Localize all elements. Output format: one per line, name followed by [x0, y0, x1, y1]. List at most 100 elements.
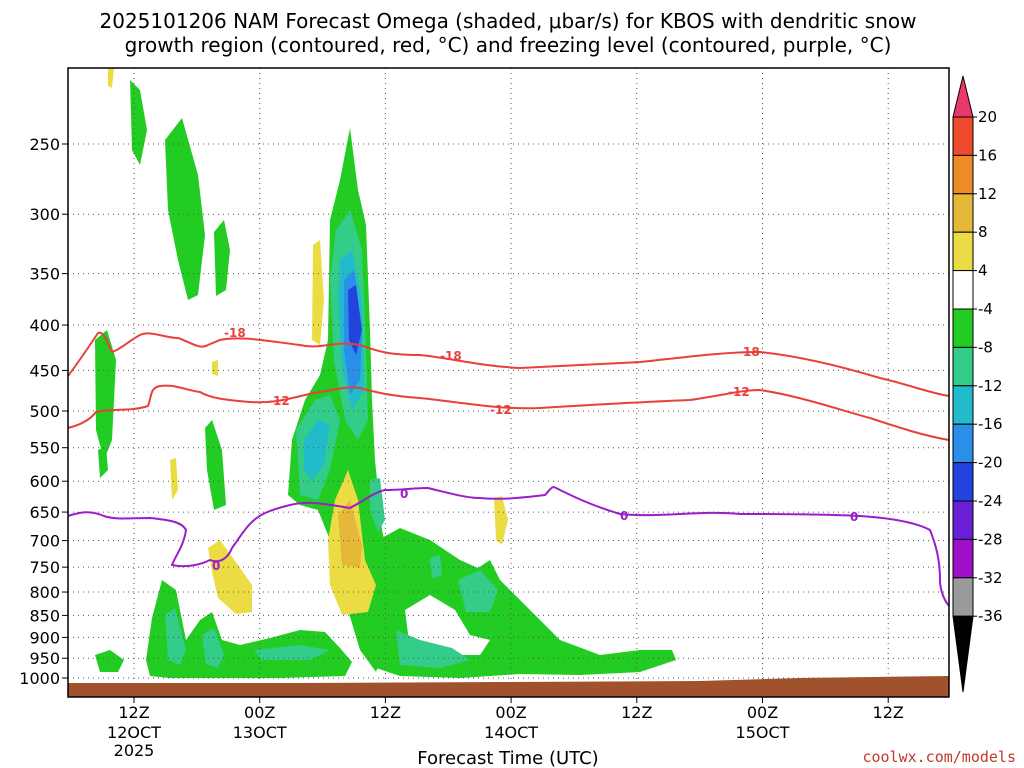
x-tick-date: 14OCT: [484, 723, 538, 742]
freezing-level-contours: [67, 486, 950, 607]
colorbar-segment: [952, 577, 974, 617]
x-tick-label: 00Z: [244, 703, 275, 722]
colorbar-label: -24: [978, 492, 1003, 510]
colorbar-segment: [952, 308, 974, 348]
omega-white-gap: [405, 595, 490, 655]
x-axis-label: Forecast Time (UTC): [417, 748, 598, 768]
omega-cyan-area: [304, 420, 330, 480]
y-tick-label: 400: [29, 316, 60, 335]
y-tick-label: 900: [29, 628, 60, 647]
omega-yellow-area: [170, 458, 178, 500]
colorbar-segment: [952, 270, 974, 310]
omega-yellow-area: [212, 360, 218, 376]
grid-lines: [68, 68, 949, 697]
contour-label-minus-12: -12: [268, 394, 290, 408]
colorbar-top-arrow: [952, 75, 974, 118]
y-tick-label: 600: [29, 472, 60, 491]
colorbar-label: 8: [978, 223, 988, 241]
contour-label-minus-18: -18: [738, 345, 760, 359]
colorbar-segment: [952, 423, 974, 464]
colorbar-segment: [952, 462, 974, 502]
contour-label-minus-18: -18: [224, 326, 246, 340]
plot-frame: [67, 67, 950, 698]
omega-gold-area: [338, 500, 362, 568]
y-tick-label: 1000: [19, 669, 60, 688]
x-tick-date: 15OCT: [736, 723, 790, 742]
omega-teal-area: [430, 555, 442, 578]
colorbar-label: -16: [978, 415, 1003, 433]
colorbar-segment: [952, 500, 974, 540]
omega-teal-area: [254, 645, 330, 660]
colorbar-label: 4: [978, 262, 988, 280]
colorbar-label: -28: [978, 530, 1003, 548]
x-tick-label: 00Z: [495, 703, 526, 722]
x-tick-label: 00Z: [747, 703, 778, 722]
contour-label-minus-18: -18: [440, 349, 462, 363]
contour-minus-12: [67, 384, 950, 441]
colorbar: 20 16 12 8 4 -4 -8 -12 -16 -20 -24 -28 -32 -36: [952, 75, 1003, 693]
omega-green-area: [95, 650, 124, 672]
chart-title-line-2: growth region (contoured, red, °C) and f…: [125, 33, 892, 57]
colorbar-label: 20: [978, 108, 997, 126]
y-tick-label: 300: [29, 205, 60, 224]
credit-text: coolwx.com/models: [862, 748, 1016, 766]
omega-green-area: [205, 420, 226, 510]
y-tick-label: 450: [29, 361, 60, 380]
contour-label-zero: 0: [620, 509, 628, 523]
colorbar-label: -20: [978, 454, 1003, 472]
omega-darkblue-area: [348, 285, 362, 355]
colorbar-segment: [952, 346, 974, 387]
omega-yellow-area: [108, 68, 114, 88]
omega-yellow-area: [208, 540, 252, 614]
contour-label-minus-12: -12: [490, 403, 512, 417]
dendritic-growth-contours: [67, 331, 950, 441]
omega-green-area: [165, 118, 205, 300]
omega-green-area: [98, 446, 108, 478]
contour-freezing-zero: [67, 486, 950, 607]
omega-yellow-area: [494, 496, 508, 545]
x-tick-label: 12Z: [621, 703, 652, 722]
omega-teal-area: [165, 608, 186, 665]
x-tick-label: 12Z: [118, 703, 149, 722]
colorbar-segment: [952, 231, 974, 272]
colorbar-label: -32: [978, 569, 1003, 587]
x-tick-label: 12Z: [873, 703, 904, 722]
y-tick-label: 550: [29, 439, 60, 458]
y-axis: 250 300 350 400 450 500 550 600 650 700 750 800 850 9…: [19, 135, 68, 688]
contour-labels: -18 -18 -18 -12 -12 -12 0 0 0 0: [212, 326, 858, 573]
y-tick-label: 700: [29, 532, 60, 551]
y-tick-label: 750: [29, 558, 60, 577]
contour-label-zero: 0: [850, 510, 858, 524]
colorbar-segment: [952, 154, 974, 195]
contour-minus-18: [67, 331, 950, 397]
colorbar-segment: [952, 538, 974, 579]
x-tick-date: 13OCT: [233, 723, 287, 742]
y-tick-label: 350: [29, 265, 60, 284]
y-tick-label: 950: [29, 649, 60, 668]
chart-title-line-1: 2025101206 NAM Forecast Omega (shaded, μ…: [100, 9, 917, 33]
omega-yellow-area: [312, 240, 324, 345]
omega-green-area: [288, 128, 392, 672]
colorbar-label: -36: [978, 607, 1003, 625]
x-tick-year: 2025: [114, 741, 155, 760]
colorbar-bottom-arrow: [952, 615, 974, 693]
y-tick-label: 250: [29, 135, 60, 154]
colorbar-label: -12: [978, 377, 1003, 395]
omega-teal-area: [396, 630, 470, 668]
colorbar-label: -4: [978, 300, 993, 318]
y-tick-label: 650: [29, 503, 60, 522]
y-tick-label: 500: [29, 402, 60, 421]
contour-label-zero: 0: [400, 487, 408, 501]
colorbar-label: 16: [978, 146, 997, 164]
colorbar-label: -8: [978, 338, 993, 356]
omega-green-area: [95, 330, 116, 460]
terrain-band: [68, 676, 949, 697]
y-tick-label: 800: [29, 583, 60, 602]
colorbar-segment: [952, 116, 974, 156]
omega-green-area: [214, 220, 230, 296]
colorbar-segment: [952, 385, 974, 425]
x-tick-label: 12Z: [370, 703, 401, 722]
colorbar-segment: [952, 193, 974, 233]
